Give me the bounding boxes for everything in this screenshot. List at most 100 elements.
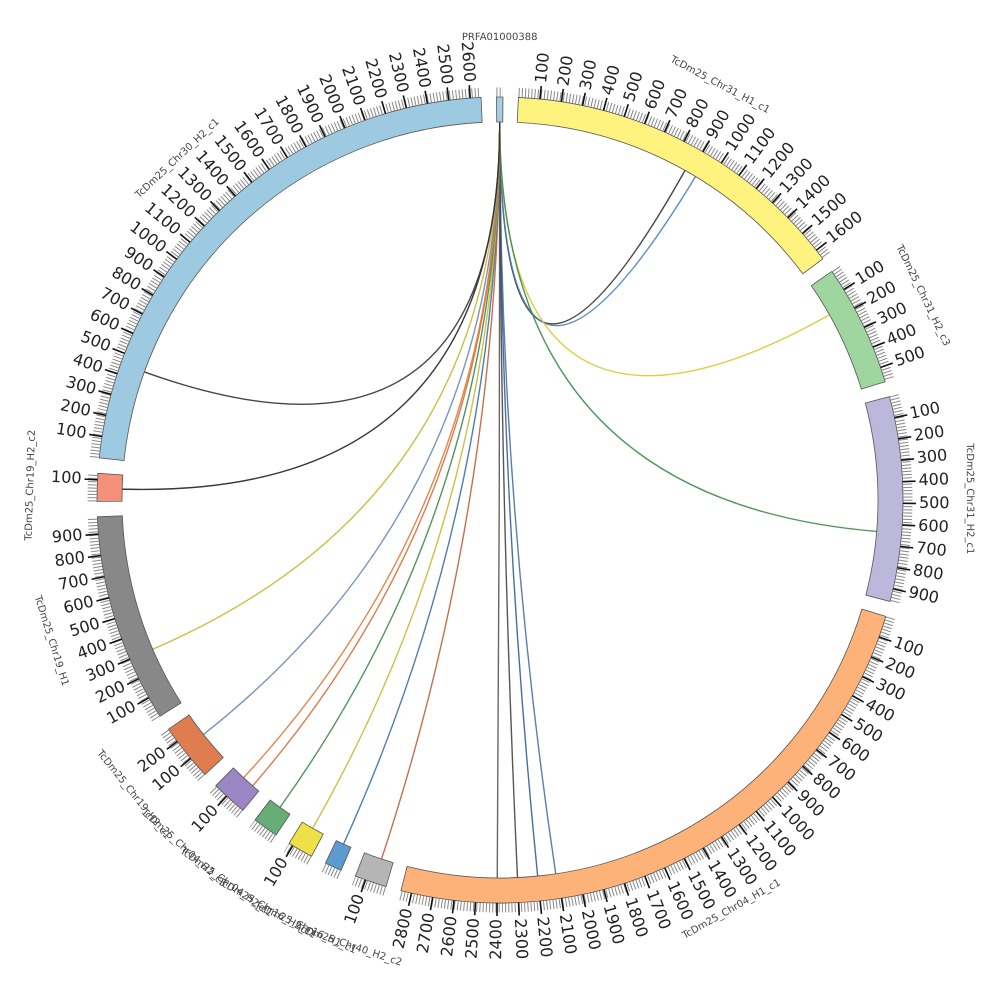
ideogram (864, 396, 904, 602)
tick-label: 300 (916, 445, 948, 467)
tick-label: 400 (598, 63, 624, 97)
tick-label: 2500 (433, 43, 457, 86)
tick-mark (381, 100, 387, 114)
tick-label: 300 (576, 58, 601, 92)
ideogram (400, 608, 887, 904)
tick-mark (402, 95, 408, 109)
tick-mark (720, 151, 730, 164)
tick-mark (771, 192, 782, 204)
tick-mark (87, 554, 101, 559)
tick-mark (603, 889, 608, 903)
tick-label: 200 (553, 54, 576, 87)
tick-mark (863, 321, 877, 329)
tick-mark (802, 765, 813, 776)
tick-mark (166, 740, 178, 750)
tick-mark (560, 898, 565, 912)
tick-band (321, 863, 341, 880)
link (311, 121, 501, 829)
tick-mark (582, 894, 587, 908)
tick-mark (84, 478, 98, 481)
tick-mark (424, 90, 429, 104)
link (499, 121, 519, 878)
tick-mark (339, 115, 346, 129)
tick-mark (720, 836, 730, 849)
tick-band (832, 266, 895, 382)
tick-mark (894, 414, 908, 419)
tick-mark (179, 233, 191, 243)
tick-label: 500 (919, 493, 950, 512)
segment-label: PRFA01000388 (462, 32, 538, 43)
segment-label: TcDm25_Chr31_H2_c1 (964, 442, 975, 554)
tick-mark (285, 845, 294, 858)
tick-mark (872, 341, 886, 348)
tick-mark (120, 327, 134, 335)
tick-label: 400 (70, 349, 105, 377)
tick-mark (843, 282, 856, 291)
tick-mark (98, 390, 112, 396)
tick-label: 100 (51, 467, 82, 488)
ideogram (98, 97, 483, 461)
tick-mark (623, 883, 630, 896)
ideogram (354, 852, 394, 888)
ideogram (96, 472, 124, 502)
tick-label: 100 (531, 52, 553, 84)
tick-mark (407, 892, 413, 907)
link (499, 121, 557, 874)
tick-label: 2000 (578, 908, 605, 952)
tick-mark (755, 178, 765, 190)
tick-mark (840, 713, 853, 722)
tick-mark (318, 124, 326, 138)
tick-mark (91, 575, 105, 581)
tick-mark (861, 675, 875, 684)
ideogram (167, 714, 224, 776)
tick-mark (217, 795, 228, 807)
link (499, 121, 697, 327)
tick-mark (93, 411, 107, 417)
tick-label: 2600 (458, 41, 480, 83)
tick-label: 400 (918, 469, 949, 489)
tick-label: 800 (53, 547, 86, 570)
tick-mark (902, 524, 916, 527)
tick-mark (854, 301, 867, 309)
link (243, 121, 501, 779)
link (342, 121, 501, 845)
tick-label: 900 (907, 582, 941, 607)
tick-label: 2300 (511, 918, 532, 960)
tick-mark (473, 902, 477, 916)
tick-label: 700 (915, 538, 948, 560)
tick-mark (194, 216, 205, 227)
tick-mark (126, 677, 140, 686)
tick-mark (102, 617, 116, 624)
link (252, 121, 501, 787)
tick-label: 2800 (389, 906, 416, 950)
tick-label: 800 (912, 560, 945, 584)
tick-mark (878, 636, 892, 643)
link (203, 121, 501, 736)
link (380, 121, 501, 860)
tick-band (209, 786, 243, 818)
tick-mark (897, 566, 911, 571)
ideogram (215, 767, 260, 811)
tick-mark (643, 111, 651, 125)
tick-band (87, 516, 160, 722)
tick-band (87, 472, 98, 502)
tick-label: 2100 (556, 912, 581, 955)
tick-mark (581, 92, 587, 106)
tick-mark (815, 748, 828, 759)
tick-band (89, 87, 481, 458)
tick-mark (104, 368, 118, 375)
tick-mark (180, 757, 192, 768)
tick-label: 700 (57, 570, 91, 594)
tick-mark (243, 171, 253, 183)
tick-label: 100 (340, 891, 368, 926)
tick-mark (900, 545, 914, 549)
tick-label: 300 (64, 372, 98, 398)
tick-mark (261, 158, 270, 170)
tick-mark (683, 858, 691, 871)
tick-label: 600 (61, 592, 95, 618)
tick-label: 2600 (437, 915, 461, 958)
tick-mark (446, 87, 450, 101)
tick-mark (517, 902, 521, 916)
tick-band (352, 876, 386, 896)
